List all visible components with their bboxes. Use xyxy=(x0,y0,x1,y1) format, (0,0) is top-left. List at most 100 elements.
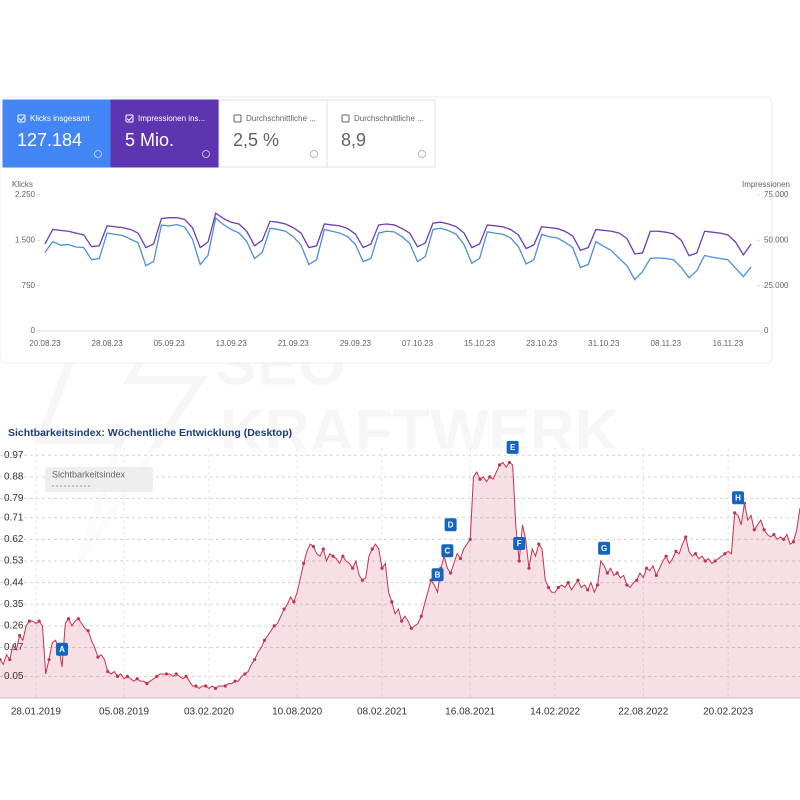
x-tick-label: 05.09.23 xyxy=(154,339,186,348)
data-point xyxy=(566,581,570,585)
data-point xyxy=(409,626,414,630)
data-point xyxy=(772,532,776,537)
event-marker[interactable] xyxy=(441,544,454,558)
y2-tick-label: 50.000 xyxy=(764,235,789,244)
event-marker[interactable] xyxy=(56,642,69,656)
y-axis-title: Klicks xyxy=(12,180,33,189)
data-point xyxy=(311,544,316,549)
data-point xyxy=(213,686,218,690)
data-point xyxy=(782,537,786,541)
data-point xyxy=(556,585,560,590)
data-point xyxy=(791,540,796,544)
data-point xyxy=(115,674,120,678)
data-point xyxy=(664,554,668,558)
x-tick-label: 14.02.2022 xyxy=(530,707,580,718)
event-marker[interactable] xyxy=(444,518,457,532)
event-label: F xyxy=(517,539,522,548)
data-point xyxy=(605,571,609,575)
data-point xyxy=(292,600,296,604)
data-point xyxy=(272,624,276,628)
data-point xyxy=(684,535,688,539)
data-point xyxy=(194,684,198,688)
y2-axis-title: Impressionen xyxy=(742,180,790,189)
data-point xyxy=(66,617,71,621)
data-point xyxy=(223,684,227,688)
y-tick-label: 0.26 xyxy=(4,621,24,632)
help-icon xyxy=(94,150,102,158)
y-tick-label: 0.62 xyxy=(4,534,24,545)
data-point xyxy=(625,583,629,587)
data-point xyxy=(351,566,355,570)
data-point xyxy=(164,672,169,676)
data-point xyxy=(586,588,590,592)
card-value: 127.184 xyxy=(17,130,82,150)
x-tick-label: 07.10.23 xyxy=(402,339,434,348)
data-point xyxy=(380,566,384,570)
data-point xyxy=(478,477,482,481)
x-tick-label: 16.08.2021 xyxy=(445,707,495,718)
data-point xyxy=(458,556,463,561)
data-point xyxy=(341,554,345,558)
data-point xyxy=(419,614,423,618)
data-point xyxy=(468,537,472,541)
y-tick-label: 1.500 xyxy=(15,235,36,244)
series-line xyxy=(44,216,752,281)
data-point xyxy=(576,578,580,582)
y2-tick-label: 25.000 xyxy=(764,281,789,290)
card-value: 5 Mio. xyxy=(125,130,174,150)
data-point xyxy=(693,552,698,556)
data-point xyxy=(47,657,51,662)
y-tick-label: 0.44 xyxy=(4,577,24,588)
data-point xyxy=(174,672,178,676)
event-marker[interactable] xyxy=(731,491,744,505)
data-point xyxy=(449,571,453,575)
event-marker[interactable] xyxy=(598,541,611,555)
data-point xyxy=(96,655,100,659)
y-tick-label: 0.17 xyxy=(4,642,24,653)
x-tick-label: 20.02.2023 xyxy=(703,707,753,718)
data-point xyxy=(546,585,551,590)
data-point xyxy=(360,578,365,582)
legend-label: Sichtbarkeitsindex xyxy=(52,469,126,479)
event-marker[interactable] xyxy=(506,440,519,454)
data-point xyxy=(17,633,22,638)
card-label: Durchschnittliche ... xyxy=(246,114,316,123)
checkmark xyxy=(18,116,25,122)
y-tick-label: 0.35 xyxy=(4,599,24,610)
x-tick-label: 03.02.2020 xyxy=(184,707,234,718)
chart-title: Sichtbarkeitsindex: Wöchentliche Entwick… xyxy=(8,427,292,439)
event-label: G xyxy=(601,544,607,553)
data-point xyxy=(204,684,208,688)
data-point xyxy=(674,549,678,553)
x-tick-label: 21.09.23 xyxy=(278,339,310,348)
x-tick-label: 23.10.23 xyxy=(526,339,558,348)
data-point xyxy=(331,554,335,558)
metric-card[interactable] xyxy=(326,99,436,168)
checkbox xyxy=(125,114,134,123)
event-marker[interactable] xyxy=(431,568,444,582)
x-tick-label: 08.11.23 xyxy=(651,339,682,348)
data-point xyxy=(184,674,188,678)
event-label: B xyxy=(435,570,441,579)
x-tick-label: 31.10.23 xyxy=(588,339,620,348)
metric-card[interactable] xyxy=(110,99,220,168)
data-point xyxy=(243,672,247,676)
data-point xyxy=(615,571,619,575)
x-tick-label: 20.08.23 xyxy=(29,339,61,348)
card-label: Klicks insgesamt xyxy=(30,114,90,123)
data-point xyxy=(27,619,31,623)
data-point xyxy=(752,528,756,532)
data-point xyxy=(155,674,159,678)
data-point xyxy=(488,475,492,479)
event-marker[interactable] xyxy=(513,536,526,550)
y-tick-label: 0.79 xyxy=(4,493,24,504)
metric-card[interactable] xyxy=(218,99,328,168)
x-tick-label: 05.08.2019 xyxy=(99,707,149,718)
y-tick-label: 0.05 xyxy=(4,671,24,682)
data-point xyxy=(135,677,139,681)
data-point xyxy=(253,657,257,662)
card-value: 8,9 xyxy=(341,130,366,150)
data-point xyxy=(145,681,149,686)
x-tick-label: 15.10.23 xyxy=(464,339,496,348)
